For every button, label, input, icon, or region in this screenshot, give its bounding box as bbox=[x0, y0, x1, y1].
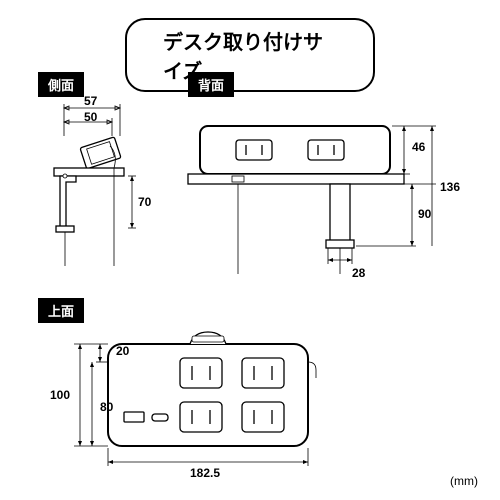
dim-57: 57 bbox=[84, 94, 97, 108]
page-title: デスク取り付けサイズ bbox=[125, 18, 375, 92]
dim-28: 28 bbox=[352, 266, 365, 280]
label-side: 側面 bbox=[38, 72, 84, 97]
label-top: 上面 bbox=[38, 298, 84, 323]
label-back: 背面 bbox=[188, 72, 234, 97]
back-view-drawing bbox=[180, 96, 480, 286]
dim-50: 50 bbox=[84, 110, 97, 124]
top-view-drawing bbox=[30, 322, 350, 482]
dim-136: 136 bbox=[440, 180, 460, 194]
dim-90: 90 bbox=[418, 207, 431, 221]
dim-20: 20 bbox=[116, 344, 129, 358]
side-view-drawing bbox=[30, 96, 170, 276]
dim-70: 70 bbox=[138, 195, 151, 209]
unit-label: (mm) bbox=[450, 474, 478, 488]
dim-80: 80 bbox=[100, 400, 113, 414]
dim-182-5: 182.5 bbox=[190, 466, 220, 480]
dim-100: 100 bbox=[50, 388, 70, 402]
dim-46: 46 bbox=[412, 140, 425, 154]
